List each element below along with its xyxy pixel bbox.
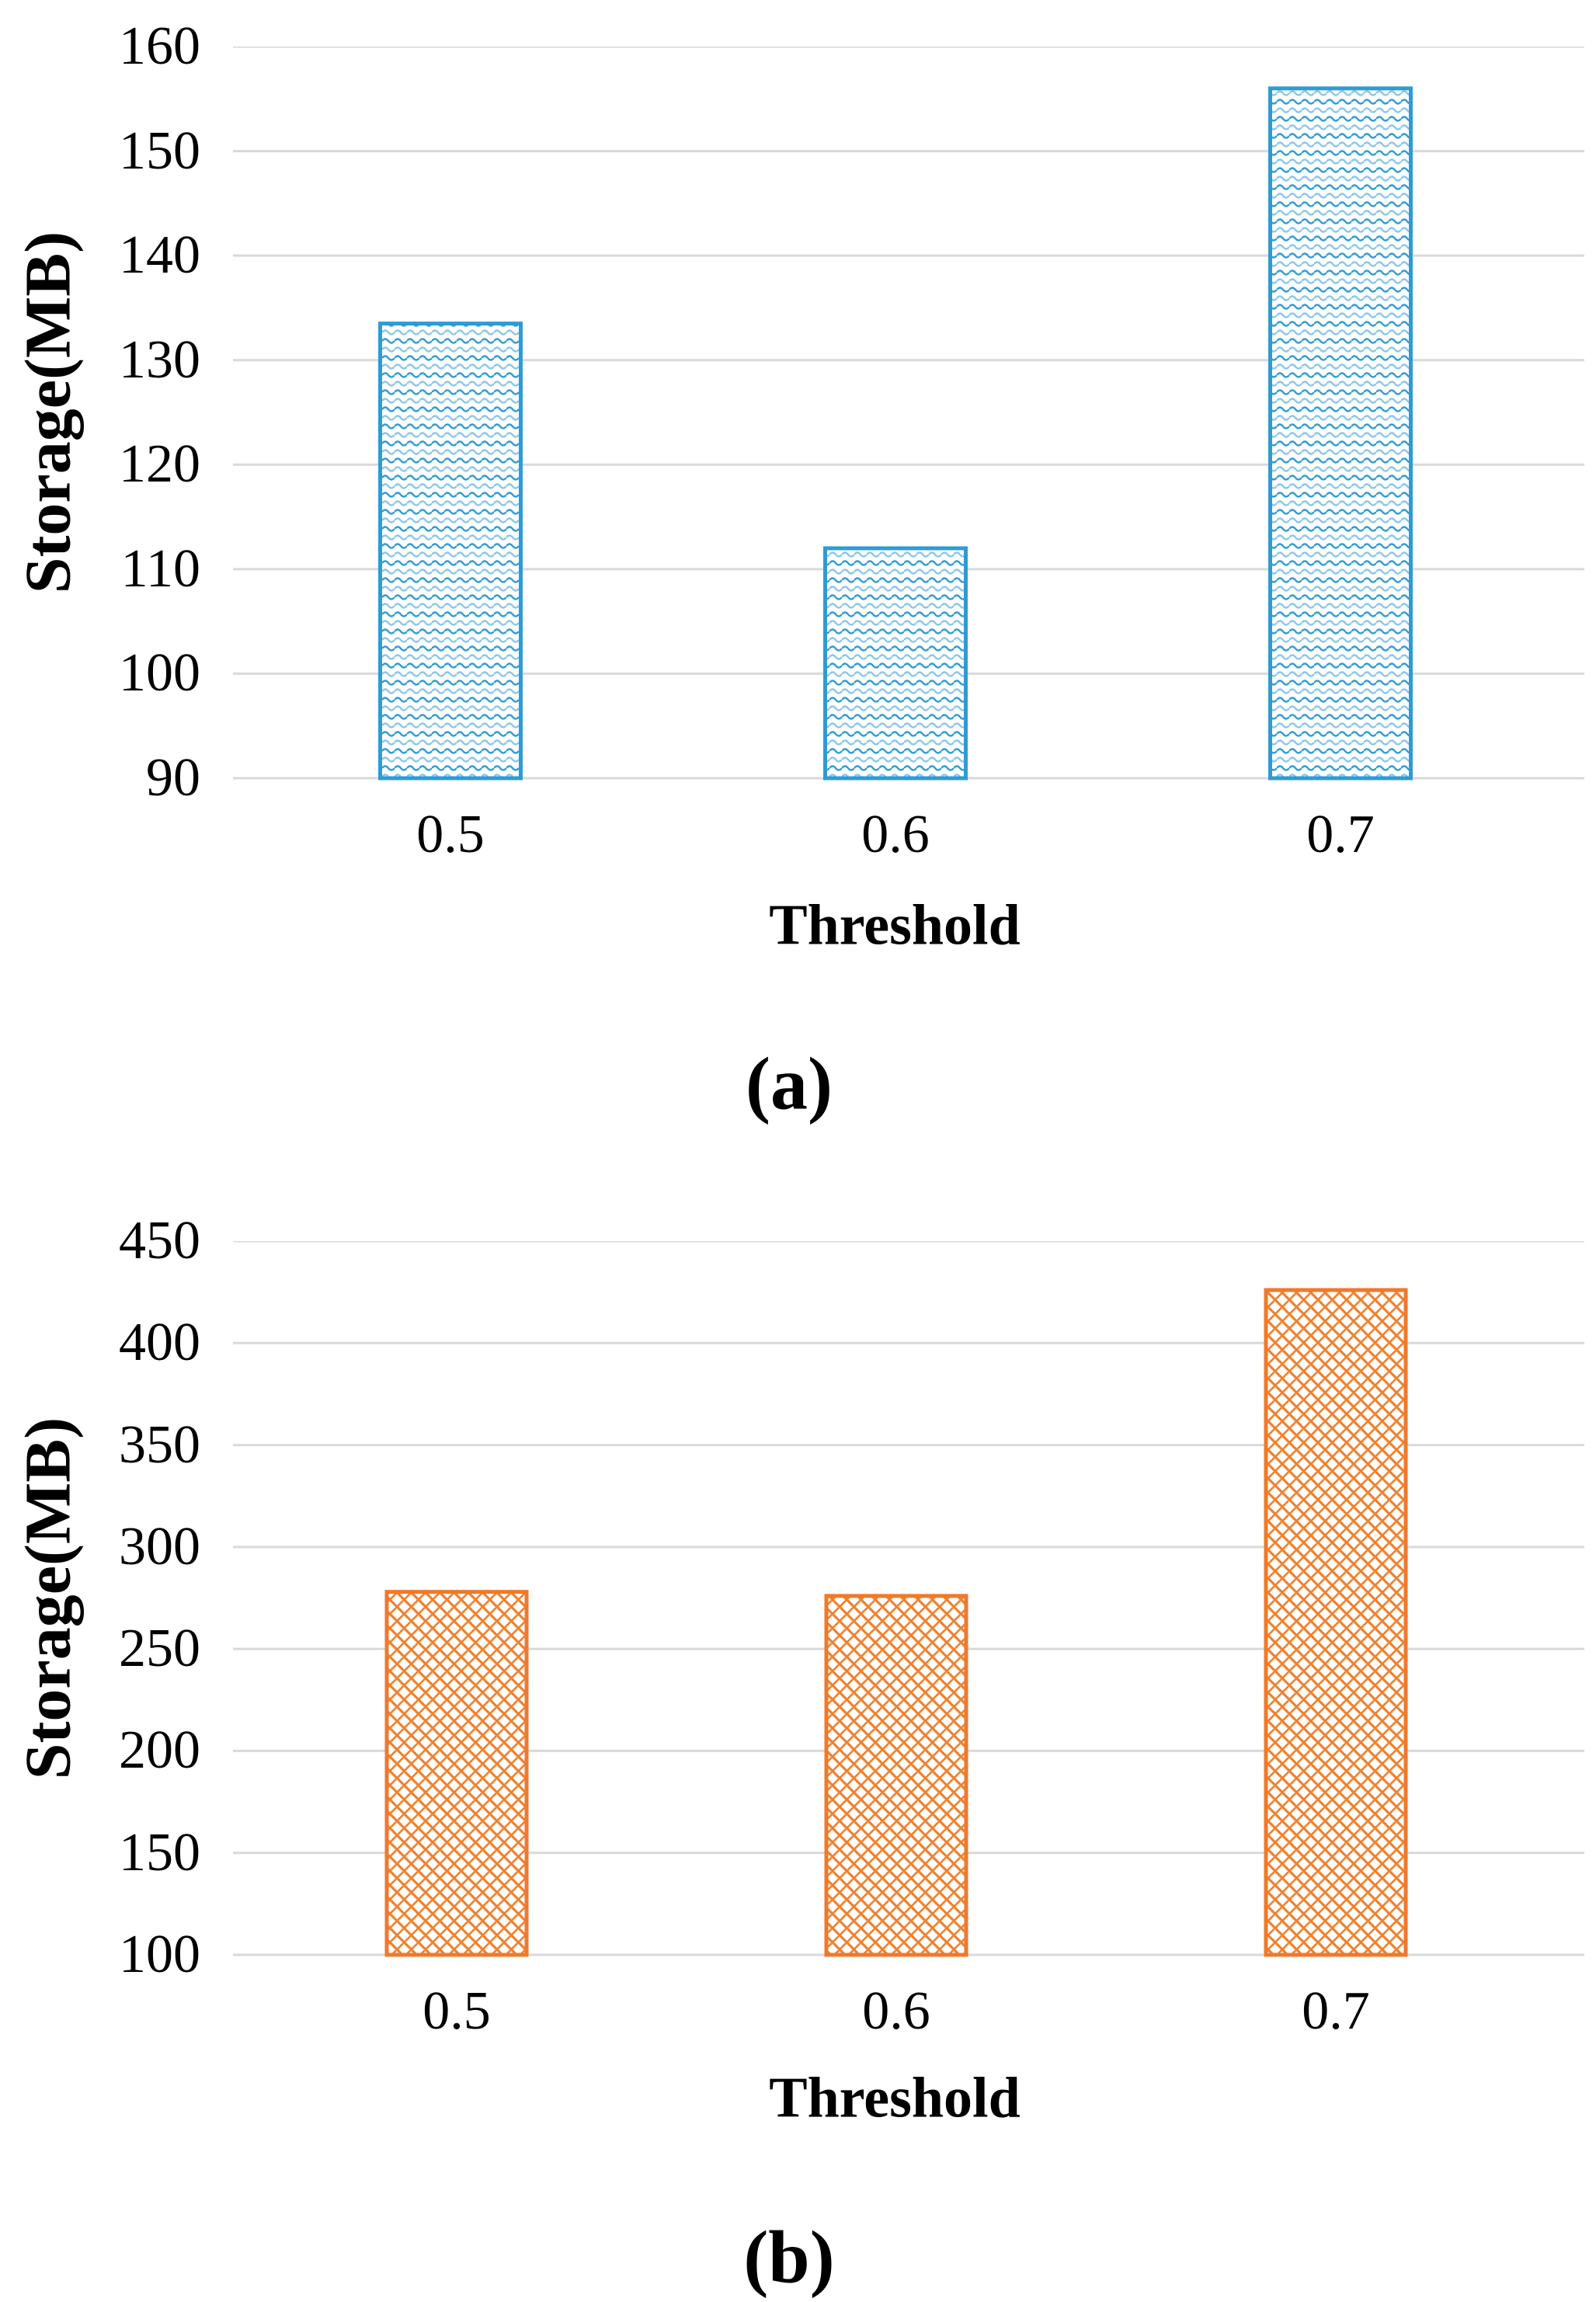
y-axis-title: Storage(MB) xyxy=(12,231,85,594)
y-tick-label: 160 xyxy=(119,16,200,76)
chart-caption: (b) xyxy=(743,2215,835,2299)
bar-0.7 xyxy=(1264,1288,1408,1957)
y-tick-label: 120 xyxy=(119,434,200,495)
x-tick-label: 0.7 xyxy=(1302,1981,1370,2041)
bar-0.5 xyxy=(384,1590,529,1957)
y-tick-label: 130 xyxy=(119,329,200,390)
y-tick-label: 300 xyxy=(119,1516,200,1577)
y-tick-label: 200 xyxy=(119,1720,200,1781)
y-tick-label: 110 xyxy=(120,538,200,599)
bar-0.7 xyxy=(1268,86,1413,781)
y-tick-label: 250 xyxy=(119,1619,200,1679)
y-tick-label: 100 xyxy=(119,1925,200,1984)
x-tick-label: 0.5 xyxy=(422,1981,491,2041)
bar-0.6 xyxy=(823,546,968,781)
x-tick-label: 0.7 xyxy=(1306,805,1375,864)
y-tick-label: 100 xyxy=(119,643,200,704)
y-tick-label: 140 xyxy=(119,225,200,286)
y-tick-label: 350 xyxy=(119,1414,200,1475)
bar-0.6 xyxy=(824,1594,968,1957)
x-axis-title: Threshold xyxy=(769,893,1021,958)
y-tick-label: 450 xyxy=(119,1211,200,1271)
x-tick-label: 0.6 xyxy=(862,1981,930,2041)
bar-0.5 xyxy=(378,322,523,781)
chart-caption: (a) xyxy=(746,1041,833,1125)
y-tick-label: 150 xyxy=(119,120,200,181)
plot-area xyxy=(233,1241,1584,1957)
x-tick-label: 0.6 xyxy=(861,805,930,864)
x-axis-title: Threshold xyxy=(769,2066,1021,2130)
plot-area xyxy=(233,47,1584,781)
y-tick-label: 90 xyxy=(146,748,200,808)
y-tick-label: 400 xyxy=(119,1313,200,1373)
y-tick-label: 150 xyxy=(119,1822,200,1883)
x-tick-label: 0.5 xyxy=(416,805,485,864)
